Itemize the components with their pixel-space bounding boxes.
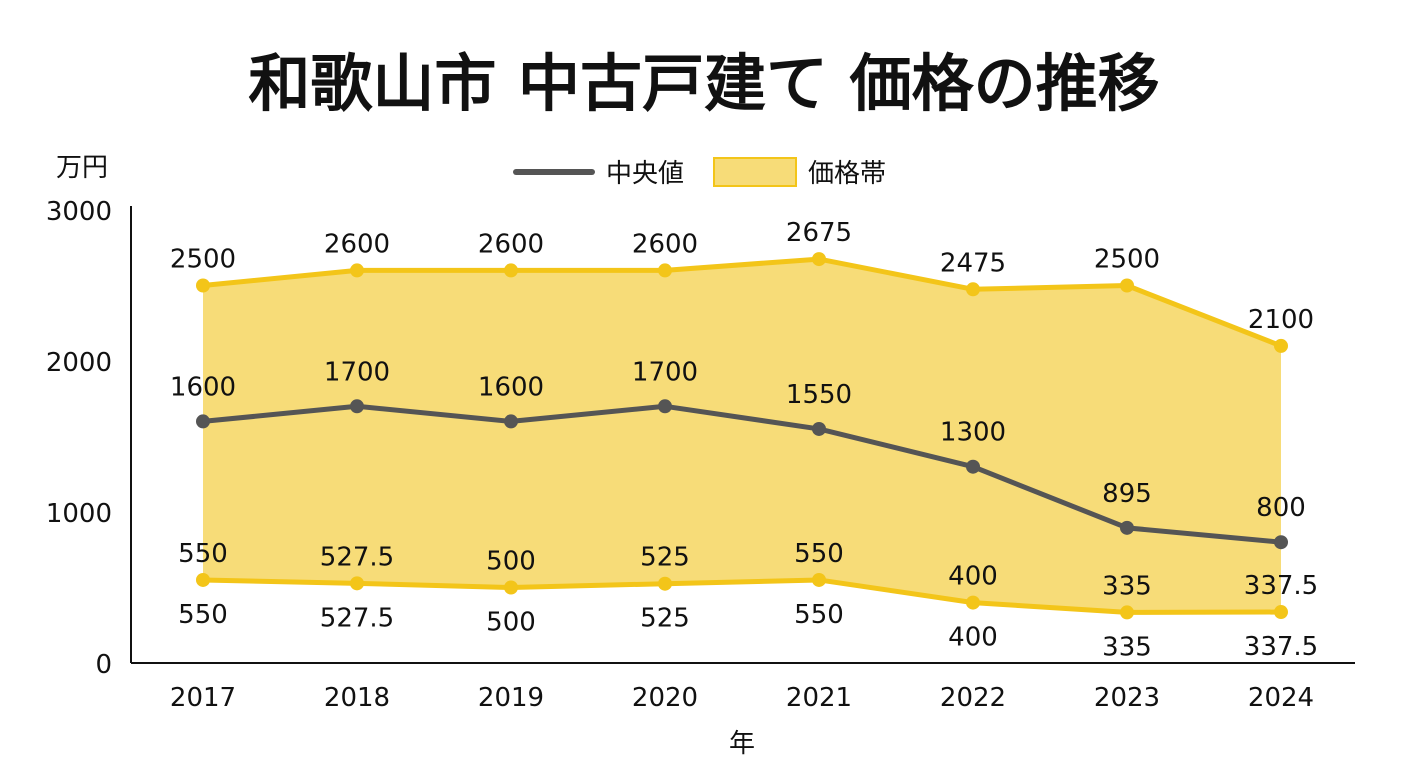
legend: 中央値 価格帯 <box>513 157 886 189</box>
lower-data-label-above: 400 <box>948 562 998 592</box>
lower-data-label-below: 550 <box>794 600 844 630</box>
upper-point <box>812 252 826 267</box>
lower-data-label-above: 550 <box>178 539 228 569</box>
lower-data-label-above: 337.5 <box>1244 571 1318 601</box>
y-tick-label: 2000 <box>46 348 112 378</box>
lower-point <box>658 576 672 591</box>
upper-data-label: 2600 <box>478 229 544 259</box>
y-tick-label: 3000 <box>46 197 112 227</box>
median-data-label: 1550 <box>786 380 852 410</box>
median-point <box>504 414 518 429</box>
legend-band-swatch <box>713 157 797 187</box>
lower-point <box>812 572 826 587</box>
lower-data-label-below: 337.5 <box>1244 632 1318 662</box>
plot-area: 2500 2600 2600 2600 2675 2475 2500 2100 1600 1700… <box>170 218 1318 662</box>
upper-data-label: 2675 <box>786 218 852 248</box>
y-axis-unit-label: 万円 <box>56 153 108 183</box>
upper-point <box>350 263 364 278</box>
y-axis-ticks: 0 1000 2000 3000 <box>46 197 112 680</box>
median-line <box>202 403 1282 545</box>
band-upper-line <box>202 256 1282 349</box>
median-point <box>350 399 364 414</box>
lower-point <box>1120 605 1134 620</box>
lower-point <box>350 576 364 591</box>
lower-data-label-below: 527.5 <box>320 603 394 633</box>
median-data-label: 1300 <box>940 418 1006 448</box>
upper-point <box>966 282 980 297</box>
median-data-label: 1700 <box>632 357 698 387</box>
median-point <box>1274 535 1288 550</box>
lower-point <box>966 595 980 610</box>
median-data-label: 1600 <box>170 372 236 402</box>
x-tick-label: 2019 <box>478 683 544 713</box>
upper-data-label: 2500 <box>1094 245 1160 275</box>
x-tick-label: 2022 <box>940 683 1006 713</box>
lower-data-label-above: 335 <box>1102 571 1152 601</box>
legend-band-label: 価格帯 <box>808 159 886 189</box>
lower-data-label-below: 500 <box>486 608 536 638</box>
median-data-label: 1600 <box>478 372 544 402</box>
x-tick-label: 2021 <box>786 683 852 713</box>
lower-data-label-below: 335 <box>1102 632 1152 662</box>
median-point <box>812 421 826 436</box>
lower-data-label-below: 400 <box>948 623 998 653</box>
x-tick-label: 2018 <box>324 683 390 713</box>
upper-data-label: 2600 <box>324 229 390 259</box>
median-point <box>658 399 672 414</box>
price-band-area <box>203 259 1281 613</box>
lower-data-label-above: 500 <box>486 547 536 577</box>
median-data-label: 800 <box>1256 493 1306 523</box>
chart-title: 和歌山市 中古戸建て 価格の推移 <box>248 47 1159 120</box>
x-tick-label: 2024 <box>1248 683 1314 713</box>
upper-point <box>1120 278 1134 293</box>
lower-point <box>504 580 518 595</box>
x-tick-label: 2020 <box>632 683 698 713</box>
lower-data-label-below: 550 <box>178 600 228 630</box>
lower-data-label-above: 550 <box>794 539 844 569</box>
upper-data-label: 2500 <box>170 245 236 275</box>
upper-point <box>658 263 672 278</box>
y-tick-label: 1000 <box>46 499 112 529</box>
median-data-label: 1700 <box>324 357 390 387</box>
x-tick-label: 2023 <box>1094 683 1160 713</box>
upper-point <box>196 278 210 293</box>
x-axis-ticks: 2017 2018 2019 2020 2021 2022 2023 2024 <box>170 683 1314 713</box>
median-point <box>966 459 980 474</box>
x-tick-label: 2017 <box>170 683 236 713</box>
lower-point <box>196 572 210 587</box>
upper-data-label: 2475 <box>940 248 1006 278</box>
upper-data-label: 2600 <box>632 229 698 259</box>
x-axis-title: 年 <box>729 729 755 759</box>
lower-data-label-above: 527.5 <box>320 542 394 572</box>
lower-data-label-above: 525 <box>640 543 690 573</box>
median-point <box>196 414 210 429</box>
median-point <box>1120 520 1134 535</box>
lower-point <box>1274 605 1288 620</box>
y-tick-label: 0 <box>95 650 112 680</box>
upper-point <box>1274 338 1288 353</box>
band-lower-line <box>202 577 1282 615</box>
upper-point <box>504 263 518 278</box>
legend-median-label: 中央値 <box>606 159 684 189</box>
median-data-label: 895 <box>1102 479 1152 509</box>
lower-data-label-below: 525 <box>640 604 690 634</box>
upper-data-label: 2100 <box>1248 305 1314 335</box>
